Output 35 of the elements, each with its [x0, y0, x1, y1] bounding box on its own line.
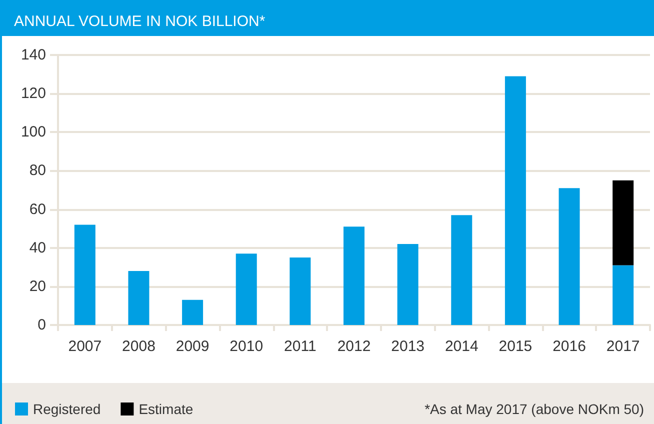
bar — [612, 265, 634, 325]
x-tick-label: 2012 — [337, 338, 371, 355]
bar — [236, 254, 257, 325]
bar — [74, 224, 96, 325]
x-tick-label: 2007 — [68, 338, 102, 355]
bar — [558, 188, 580, 325]
x-tick-label: 2014 — [444, 338, 478, 355]
x-tick-label: 2008 — [122, 338, 156, 355]
x-tick-label: 2017 — [606, 338, 640, 355]
y-tick-label: 80 — [29, 162, 46, 180]
x-tick-label: 2016 — [552, 338, 586, 355]
bar — [128, 271, 150, 325]
x-tick-label: 2013 — [391, 338, 425, 355]
bar — [290, 258, 311, 325]
legend-label: Estimate — [138, 401, 194, 417]
legend-label: Registered — [33, 401, 101, 417]
x-tick-label: 2011 — [284, 338, 316, 355]
bar — [397, 244, 418, 325]
x-tick-label: 2009 — [176, 338, 210, 355]
y-tick-label: 140 — [20, 46, 46, 64]
chart-title: ANNUAL VOLUME IN NOK BILLION* — [14, 13, 266, 30]
x-tick-label: 2010 — [230, 338, 264, 355]
x-tick-label: 2015 — [498, 338, 532, 355]
bar — [344, 226, 364, 325]
text: *As at May 2017 (above NOKm 50) — [424, 401, 644, 417]
y-tick-label: 20 — [29, 278, 46, 295]
bar — [612, 180, 634, 266]
bar — [451, 215, 472, 325]
bar — [504, 76, 526, 325]
y-tick-label: 120 — [20, 85, 46, 102]
y-tick-label: 40 — [29, 239, 46, 256]
y-tick-label: 0 — [38, 316, 46, 334]
y-tick-label: 60 — [29, 200, 46, 218]
y-tick-label: 100 — [20, 124, 46, 141]
bar — [182, 300, 204, 325]
